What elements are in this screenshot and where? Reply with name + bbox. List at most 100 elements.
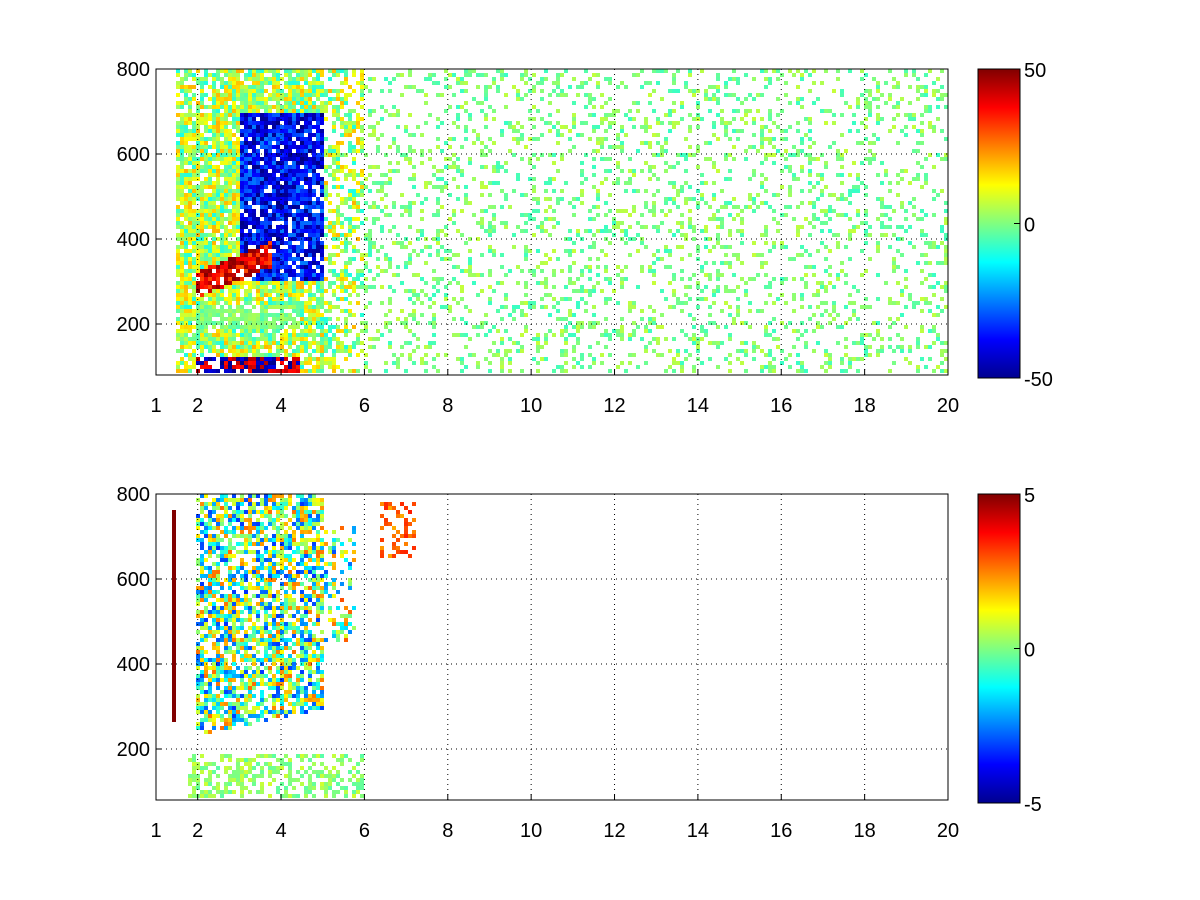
heatmap-cell	[216, 261, 220, 265]
heatmap-cell	[212, 101, 216, 105]
heatmap-cell	[212, 221, 216, 225]
heatmap-cell	[312, 337, 316, 341]
heatmap-cell	[740, 349, 744, 353]
heatmap-cell	[316, 85, 320, 89]
heatmap-cell	[316, 73, 320, 77]
heatmap-cell	[588, 245, 592, 249]
heatmap-cell	[252, 161, 256, 165]
heatmap-cell	[868, 101, 872, 105]
heatmap-cell	[664, 337, 668, 341]
heatmap-cell	[568, 137, 572, 141]
heatmap-cell	[376, 329, 380, 333]
heatmap-cell	[776, 221, 780, 225]
heatmap-cell	[604, 329, 608, 333]
heatmap-cell	[656, 337, 660, 341]
heatmap-cell	[840, 93, 844, 97]
heatmap-cell	[876, 89, 880, 93]
heatmap-cell	[448, 193, 452, 197]
heatmap-cell	[836, 273, 840, 277]
heatmap-cell	[740, 101, 744, 105]
heatmap-cell	[864, 345, 868, 349]
heatmap-cell	[216, 369, 220, 373]
heatmap-cell	[824, 165, 828, 169]
heatmap-cell	[796, 225, 800, 229]
heatmap-cell	[176, 169, 180, 173]
heatmap-cell	[680, 153, 684, 157]
heatmap-cell	[504, 305, 508, 309]
heatmap-cell	[596, 81, 600, 85]
heatmap-cell	[360, 73, 364, 77]
heatmap-cell	[804, 133, 808, 137]
heatmap-cell	[512, 129, 516, 133]
heatmap-cell	[316, 265, 320, 269]
heatmap-cell	[224, 157, 228, 161]
heatmap-cell	[336, 161, 340, 165]
heatmap-cell	[196, 269, 200, 273]
heatmap-cell	[252, 181, 256, 185]
heatmap-cell	[304, 121, 308, 125]
heatmap-cell	[180, 137, 184, 141]
heatmap-cell	[472, 273, 476, 277]
heatmap-cell	[548, 257, 552, 261]
heatmap-cell	[748, 145, 752, 149]
heatmap-cell	[268, 69, 272, 73]
heatmap-cell	[728, 305, 732, 309]
heatmap-cell	[808, 73, 812, 77]
heatmap-cell	[204, 81, 208, 85]
heatmap-cell	[276, 113, 280, 117]
heatmap-cell	[328, 145, 332, 149]
heatmap-cell	[244, 249, 248, 253]
heatmap-cell	[236, 177, 240, 181]
heatmap-cell	[824, 301, 828, 305]
heatmap-cell	[320, 105, 324, 109]
heatmap-cell	[244, 245, 248, 249]
heatmap-cell	[208, 277, 212, 281]
heatmap-cell	[304, 361, 308, 365]
heatmap-cell	[432, 341, 436, 345]
heatmap-cell	[820, 313, 824, 317]
heatmap-cell	[232, 77, 236, 81]
heatmap-cell	[304, 321, 308, 325]
heatmap-cell	[216, 273, 220, 277]
heatmap-cell	[192, 201, 196, 205]
heatmap-cell	[280, 277, 284, 281]
heatmap-cell	[464, 73, 468, 77]
heatmap-cell	[204, 277, 208, 281]
heatmap-cell	[180, 297, 184, 301]
heatmap-cell	[200, 225, 204, 229]
heatmap-cell	[384, 321, 388, 325]
heatmap-cell	[232, 281, 236, 285]
heatmap-cell	[260, 333, 264, 337]
heatmap-cell	[628, 253, 632, 257]
heatmap-cell	[348, 193, 352, 197]
heatmap-cell	[328, 165, 332, 169]
heatmap-cell	[248, 269, 252, 273]
heatmap-cell	[424, 245, 428, 249]
heatmap-cell	[236, 89, 240, 93]
heatmap-cell	[452, 73, 456, 77]
heatmap-cell	[220, 93, 224, 97]
heatmap-cell	[808, 117, 812, 121]
heatmap-cell	[864, 101, 868, 105]
heatmap-cell	[352, 169, 356, 173]
heatmap-cell	[248, 109, 252, 113]
heatmap-cell	[208, 317, 212, 321]
heatmap-cell	[800, 149, 804, 153]
heatmap-cell	[344, 97, 348, 101]
heatmap-cell	[200, 201, 204, 205]
heatmap-cell	[304, 229, 308, 233]
heatmap-cell	[180, 289, 184, 293]
heatmap-cell	[244, 97, 248, 101]
heatmap-cell	[212, 249, 216, 253]
heatmap-cell	[180, 325, 184, 329]
heatmap-cell	[736, 313, 740, 317]
heatmap-cell	[396, 241, 400, 245]
heatmap-cell	[600, 333, 604, 337]
heatmap-cell	[180, 369, 184, 373]
heatmap-cell	[460, 297, 464, 301]
heatmap-cell	[528, 301, 532, 305]
heatmap-cell	[292, 245, 296, 249]
heatmap-cell	[720, 205, 724, 209]
heatmap-cell	[464, 81, 468, 85]
heatmap-cell	[832, 141, 836, 145]
